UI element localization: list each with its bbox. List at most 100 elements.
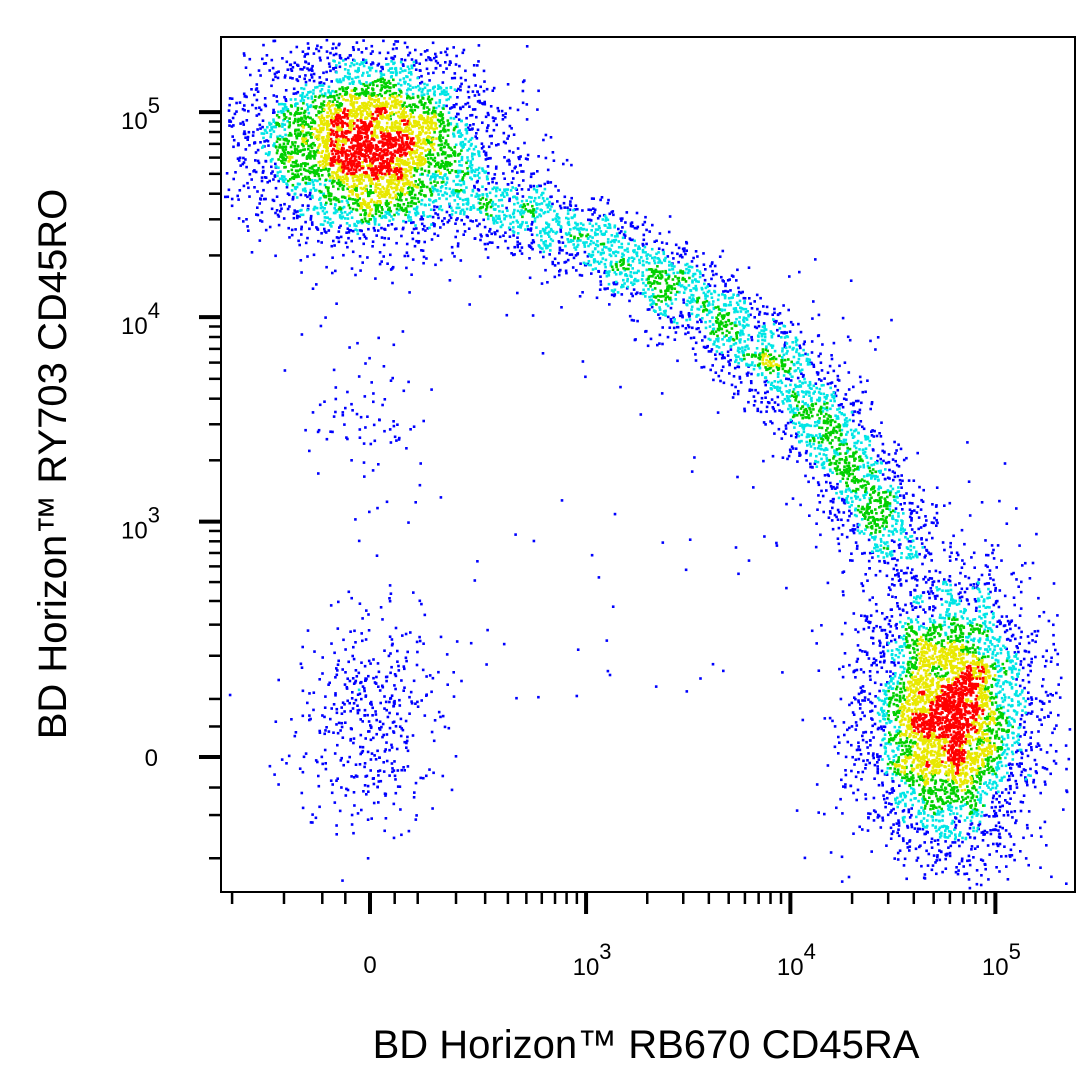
data-point [876, 765, 879, 768]
data-point [284, 74, 287, 77]
data-point [333, 60, 336, 63]
data-point [987, 582, 990, 585]
data-point [1009, 627, 1012, 631]
data-point [793, 426, 796, 429]
data-point [518, 205, 522, 208]
data-point [525, 221, 528, 224]
data-point [293, 734, 297, 738]
data-point [672, 320, 676, 324]
data-point [841, 675, 845, 679]
data-point [802, 348, 805, 352]
data-point [973, 836, 977, 840]
data-point [851, 500, 854, 503]
data-point [1046, 694, 1050, 697]
data-point [428, 214, 432, 218]
data-point [326, 221, 330, 224]
data-point [1008, 623, 1011, 626]
data-point [684, 263, 687, 267]
data-point [635, 271, 638, 275]
data-point [300, 225, 303, 229]
data-point [546, 281, 549, 284]
data-point [406, 650, 409, 654]
data-point [628, 237, 632, 240]
data-point [881, 784, 884, 787]
data-point [855, 748, 859, 752]
data-point [834, 384, 837, 388]
data-point [890, 803, 893, 806]
data-point [261, 57, 264, 61]
data-point [787, 377, 790, 381]
data-point [331, 271, 334, 275]
data-point [383, 228, 387, 231]
data-point [844, 773, 848, 777]
data-point [316, 85, 319, 89]
data-point [884, 801, 887, 804]
data-point [689, 336, 693, 340]
data-point [284, 99, 288, 103]
data-point [467, 85, 471, 89]
data-point [882, 661, 886, 664]
data-point [386, 63, 390, 66]
data-point [511, 229, 515, 233]
data-point [636, 291, 639, 294]
data-point [931, 583, 934, 587]
data-point [991, 652, 994, 656]
data-point [928, 592, 931, 596]
data-point [986, 596, 989, 600]
data-point [332, 415, 336, 418]
data-point [314, 816, 318, 820]
data-point [1004, 799, 1007, 802]
data-point [899, 532, 903, 535]
data-point [954, 826, 957, 830]
data-point [943, 548, 946, 552]
data-point [994, 811, 998, 815]
data-point [666, 304, 670, 308]
data-point [304, 74, 307, 77]
data-point [648, 299, 652, 302]
data-point [913, 531, 916, 534]
data-point [385, 500, 389, 504]
data-point [394, 778, 397, 781]
data-point [668, 215, 672, 218]
data-point [739, 291, 743, 295]
data-point [301, 806, 305, 810]
data-point [858, 375, 862, 379]
data-point [844, 755, 848, 759]
data-point [331, 430, 334, 434]
data-point [939, 834, 943, 837]
data-point [354, 774, 358, 777]
data-point [741, 290, 744, 294]
data-point [711, 662, 715, 666]
data-point [686, 262, 689, 266]
data-point [873, 538, 876, 541]
data-point [467, 140, 471, 143]
data-point [357, 708, 361, 712]
data-point [356, 232, 360, 236]
data-point [448, 63, 451, 67]
data-point [866, 461, 870, 465]
data-point [886, 544, 890, 548]
data-point [993, 648, 996, 651]
data-point [992, 603, 996, 607]
data-point [801, 381, 804, 385]
data-point [1017, 650, 1020, 654]
data-point [274, 211, 277, 215]
data-point [477, 150, 480, 153]
data-point [418, 599, 422, 603]
data-point [454, 755, 458, 758]
data-point [877, 814, 881, 818]
data-point [390, 743, 393, 747]
data-point [920, 537, 923, 540]
data-point [872, 809, 876, 812]
data-point [318, 403, 322, 407]
data-point [512, 177, 515, 180]
data-point [859, 703, 862, 706]
data-point [700, 366, 703, 369]
data-point [623, 282, 626, 285]
data-point [496, 229, 499, 233]
data-point [633, 249, 636, 252]
data-point [847, 371, 851, 374]
data-point [513, 166, 516, 170]
data-point [575, 694, 579, 698]
data-point [535, 190, 539, 194]
